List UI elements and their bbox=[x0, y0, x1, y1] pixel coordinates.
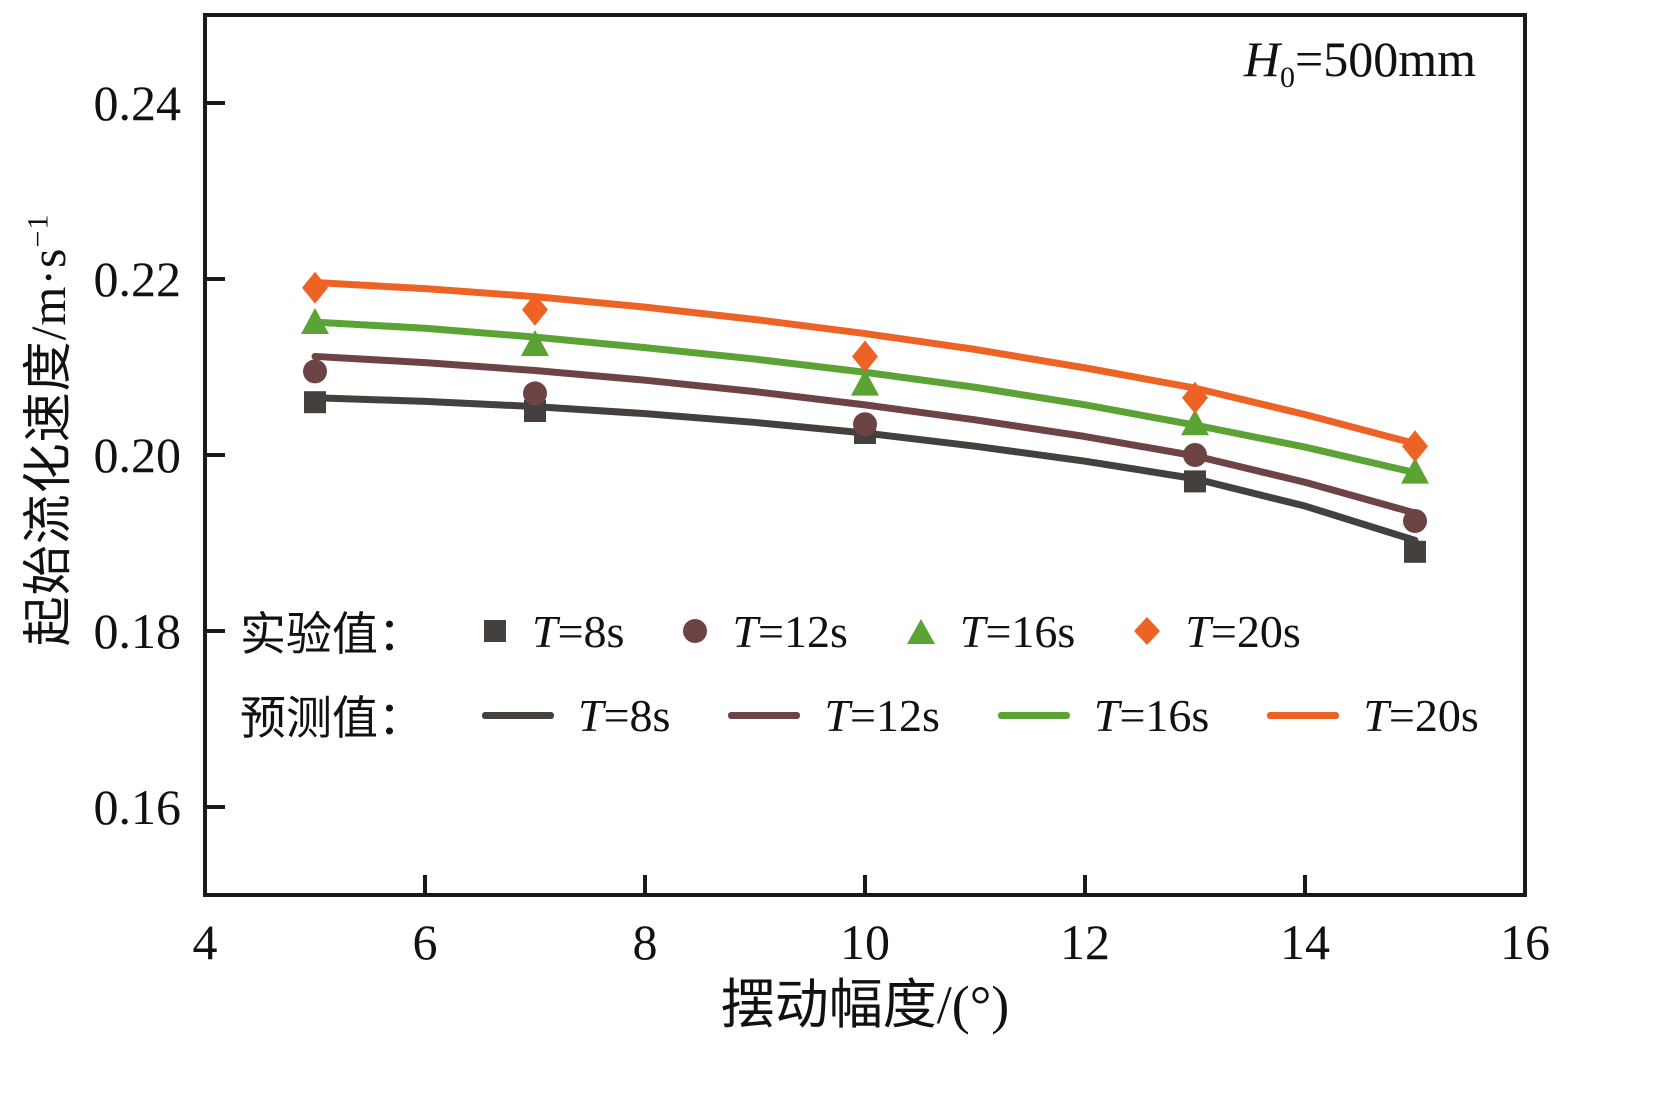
x-tick-label: 10 bbox=[840, 914, 890, 970]
legend: 实验值： T=8s T=12s T=16s bbox=[240, 598, 1479, 748]
legend-label-suffix: =16s bbox=[985, 605, 1076, 657]
marker-T=16s bbox=[1401, 457, 1429, 484]
x-tick-label: 4 bbox=[193, 914, 218, 970]
legend-label-suffix: =16s bbox=[1119, 689, 1210, 741]
legend-row-predicted: 预测值： T=8s T=12s T=16s bbox=[240, 682, 1479, 748]
legend-label-exp-t20s: T=20s bbox=[1185, 605, 1300, 658]
legend-label-tvar: T bbox=[578, 689, 604, 741]
x-tick-label: 8 bbox=[633, 914, 658, 970]
marker-T=20s bbox=[852, 340, 878, 373]
marker-T=12s bbox=[1403, 509, 1427, 533]
legend-label-suffix: =12s bbox=[850, 689, 940, 741]
line-swatch-icon bbox=[482, 712, 554, 719]
line-swatch-icon bbox=[997, 712, 1070, 719]
legend-label-pred-t12s: T=12s bbox=[824, 689, 939, 742]
legend-item-exp-t8s: T=8s bbox=[482, 605, 624, 658]
legend-label-tvar: T bbox=[732, 605, 759, 657]
legend-label-suffix: =20s bbox=[1388, 689, 1479, 741]
marker-T=16s bbox=[301, 308, 329, 334]
line-swatch-icon bbox=[728, 712, 801, 719]
marker-T=20s bbox=[1402, 430, 1428, 463]
legend-label-tvar: T bbox=[1363, 689, 1389, 741]
annotation-value: =500mm bbox=[1295, 31, 1476, 87]
x-tick-label: 14 bbox=[1280, 914, 1330, 970]
legend-label-exp-t16s: T=16s bbox=[960, 605, 1075, 658]
marker-T=16s bbox=[521, 330, 549, 356]
marker-T=16s bbox=[1181, 409, 1209, 436]
y-axis-title-superscript: −1 bbox=[21, 213, 55, 248]
y-tick-label: 0.18 bbox=[94, 603, 182, 659]
y-axis-title-text: 起始流化速度/m·s bbox=[20, 247, 76, 647]
circle-marker-shape bbox=[683, 619, 708, 643]
legend-label-exp-t8s: T=8s bbox=[532, 605, 624, 658]
legend-label-tvar: T bbox=[959, 605, 986, 657]
y-axis-title: 起始流化速度/m·s−1 bbox=[8, 214, 80, 647]
legend-item-pred-t12s: T=12s bbox=[728, 689, 940, 742]
y-tick-label: 0.16 bbox=[94, 779, 182, 835]
marker-T=8s bbox=[1404, 540, 1426, 563]
prediction-line-T=20s bbox=[311, 279, 1419, 448]
legend-label-suffix: =8s bbox=[603, 689, 671, 741]
marker-T=8s bbox=[304, 391, 326, 414]
legend-label-pred-t16s: T=16s bbox=[1094, 689, 1209, 742]
legend-label-pred-t8s: T=8s bbox=[578, 689, 670, 742]
legend-item-pred-t8s: T=8s bbox=[482, 689, 670, 742]
marker-T=20s bbox=[522, 293, 548, 326]
diamond-marker-icon bbox=[1134, 617, 1161, 645]
marker-T=12s bbox=[853, 412, 877, 437]
line-swatch-shape bbox=[728, 712, 801, 719]
marker-T=8s bbox=[1184, 470, 1206, 493]
legend-item-pred-t16s: T=16s bbox=[997, 689, 1209, 742]
y-tick-label: 0.22 bbox=[94, 251, 182, 307]
square-marker-icon bbox=[484, 620, 506, 642]
line-swatch-shape bbox=[997, 712, 1070, 719]
legend-caption-predicted: 预测值： bbox=[240, 693, 424, 744]
legend-label-pred-t20s: T=20s bbox=[1363, 689, 1478, 742]
legend-item-pred-t20s: T=20s bbox=[1267, 689, 1479, 742]
line-swatch-shape bbox=[1267, 712, 1340, 719]
triangle-marker-icon bbox=[906, 618, 935, 644]
annotation-h0: H0=500mm bbox=[1244, 30, 1476, 95]
legend-label-suffix: =8s bbox=[557, 605, 625, 657]
marker-T=20s bbox=[302, 271, 328, 304]
marker-T=12s bbox=[303, 359, 327, 384]
diamond-marker-shape bbox=[1134, 617, 1161, 645]
annotation-variable: H bbox=[1243, 31, 1281, 87]
legend-label-tvar: T bbox=[824, 689, 851, 741]
legend-item-exp-t16s: T=16s bbox=[906, 605, 1075, 658]
marker-T=20s bbox=[1182, 381, 1208, 414]
circle-marker-icon bbox=[683, 619, 708, 643]
legend-label-exp-t12s: T=12s bbox=[732, 605, 847, 658]
marker-T=12s bbox=[523, 381, 547, 406]
legend-caption-experimental: 实验值： bbox=[240, 609, 424, 660]
legend-label-suffix: =12s bbox=[758, 605, 848, 657]
y-tick-label: 0.24 bbox=[94, 75, 182, 131]
triangle-marker-shape bbox=[906, 618, 935, 644]
x-tick-label: 16 bbox=[1500, 914, 1550, 970]
legend-label-suffix: =20s bbox=[1210, 605, 1301, 657]
legend-item-exp-t20s: T=20s bbox=[1133, 605, 1301, 658]
x-tick-label: 12 bbox=[1060, 914, 1110, 970]
y-tick-label: 0.20 bbox=[94, 427, 182, 483]
line-swatch-shape bbox=[482, 712, 554, 719]
marker-T=8s bbox=[524, 400, 546, 422]
annotation-subscript: 0 bbox=[1280, 61, 1296, 94]
marker-T=12s bbox=[1183, 443, 1207, 467]
marker-T=16s bbox=[851, 369, 879, 396]
legend-label-tvar: T bbox=[1093, 689, 1120, 741]
square-marker-shape bbox=[484, 620, 506, 642]
legend-label-tvar: T bbox=[1185, 605, 1211, 657]
legend-label-tvar: T bbox=[532, 605, 558, 657]
line-swatch-icon bbox=[1267, 712, 1340, 719]
prediction-line-T=12s bbox=[311, 352, 1419, 517]
x-axis-title: 摆动幅度/(°) bbox=[720, 975, 1010, 1035]
legend-row-experimental: 实验值： T=8s T=12s T=16s bbox=[240, 598, 1479, 664]
legend-item-exp-t12s: T=12s bbox=[682, 605, 848, 658]
x-tick-label: 6 bbox=[413, 914, 438, 970]
